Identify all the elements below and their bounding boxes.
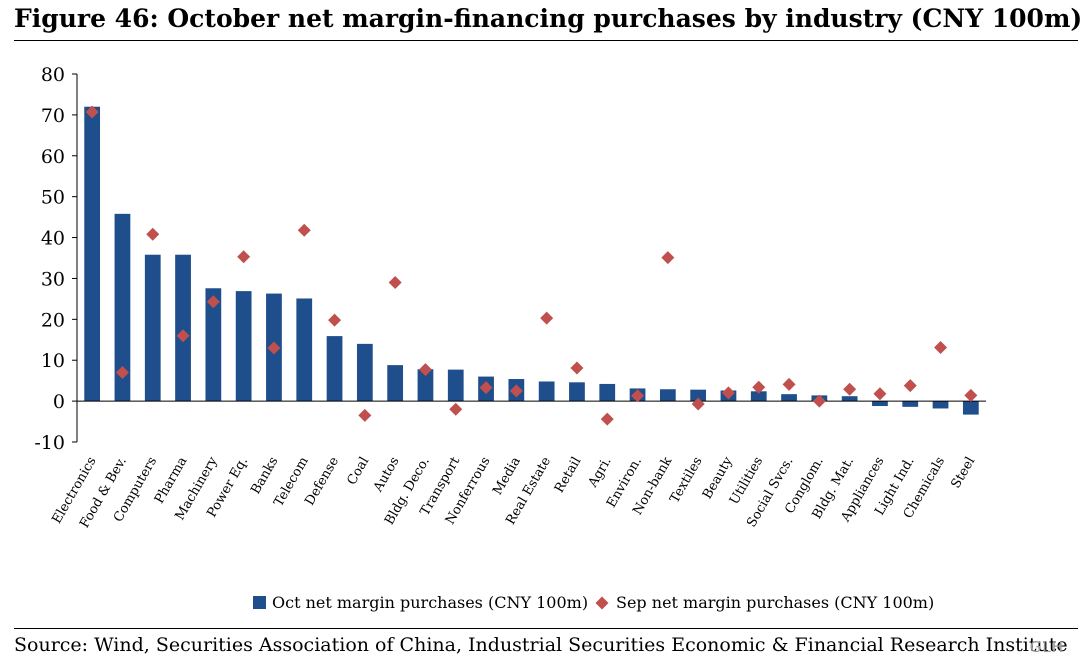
x-tick-label: Agri. <box>585 455 615 491</box>
title-rule <box>14 40 1078 41</box>
marker <box>115 365 129 379</box>
bar <box>872 401 888 407</box>
marker <box>812 394 826 408</box>
marker <box>964 388 978 402</box>
bar <box>356 343 373 402</box>
marker <box>206 295 220 309</box>
source-note: Source: Wind, Securities Association of … <box>14 634 1068 656</box>
y-tick-label: 40 <box>41 228 65 250</box>
bar <box>417 369 434 402</box>
bar <box>296 298 313 402</box>
marker <box>85 105 99 119</box>
marker <box>146 227 160 241</box>
y-tick-label: 20 <box>41 309 65 331</box>
marker <box>479 381 493 395</box>
marker <box>934 341 948 355</box>
marker <box>631 389 645 403</box>
y-tick-label: 70 <box>41 105 65 127</box>
x-tick-label: Coal <box>344 455 372 488</box>
marker <box>691 397 705 411</box>
marker <box>388 276 402 290</box>
legend-swatch-bar <box>253 596 266 609</box>
marker <box>328 313 342 327</box>
marker <box>843 382 857 396</box>
bar <box>326 336 343 402</box>
x-tick-label: Banks <box>248 455 281 497</box>
y-tick-label: 50 <box>41 187 65 209</box>
x-tick-label: Retail <box>552 455 584 496</box>
bar <box>538 381 555 402</box>
bar <box>447 369 464 402</box>
bar <box>659 389 676 402</box>
marker <box>509 384 523 398</box>
legend-swatch-marker <box>595 596 609 610</box>
x-tick-label: Autos <box>370 455 402 496</box>
bar <box>205 288 222 402</box>
bar <box>387 365 404 402</box>
bar <box>84 106 101 402</box>
marker <box>570 361 584 375</box>
x-tick-label: Steel <box>948 455 978 492</box>
marker <box>449 402 463 416</box>
bar <box>962 401 979 415</box>
bar <box>599 383 616 402</box>
bar <box>750 391 767 402</box>
marker <box>358 408 372 422</box>
watermark: GLH <box>1029 638 1064 656</box>
y-tick-label: -10 <box>34 432 65 454</box>
marker <box>418 363 432 377</box>
y-tick-label: 0 <box>53 391 65 413</box>
marker <box>297 223 311 237</box>
bar <box>114 213 131 402</box>
bar <box>690 389 707 402</box>
bar <box>902 401 919 407</box>
marker <box>661 251 675 265</box>
marker <box>721 386 735 400</box>
marker <box>903 379 917 393</box>
source-rule <box>14 628 1078 629</box>
marker <box>752 380 766 394</box>
marker <box>267 341 281 355</box>
y-tick-label: 60 <box>41 146 65 168</box>
figure-title: Figure 46: October net margin-financing … <box>14 4 1080 33</box>
bar <box>932 401 949 409</box>
marker <box>237 250 251 264</box>
bar <box>781 394 797 402</box>
bar <box>175 254 191 402</box>
marker <box>873 387 887 401</box>
marker <box>540 311 554 325</box>
bar <box>144 254 161 402</box>
legend-label-bar: Oct net margin purchases (CNY 100m) <box>272 593 588 612</box>
y-tick-label: 30 <box>41 268 65 290</box>
bar <box>841 396 858 402</box>
marker <box>600 412 614 426</box>
bar <box>235 291 252 402</box>
y-tick-label: 10 <box>41 350 65 372</box>
marker <box>782 377 796 391</box>
y-tick-label: 80 <box>41 64 65 86</box>
bar <box>569 382 585 402</box>
legend-label-marker: Sep net margin purchases (CNY 100m) <box>616 593 934 612</box>
marker <box>176 329 190 343</box>
